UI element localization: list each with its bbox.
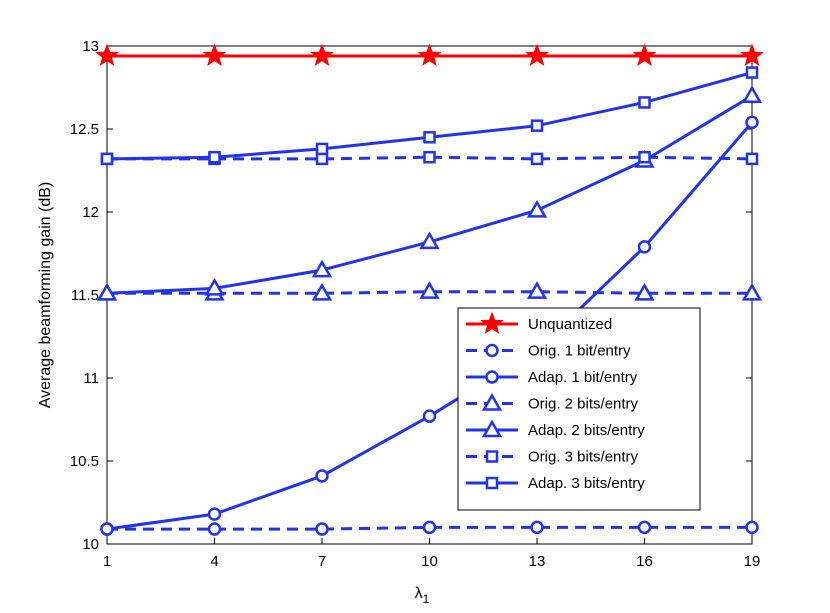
data-point-marker [530,119,544,132]
data-point-marker [96,282,118,301]
data-point-marker [637,520,652,535]
data-point-marker [419,231,440,250]
y-tick-label: 11.5 [71,287,99,304]
legend-item: Unquantized [466,311,612,335]
data-point-marker [634,282,655,301]
legend-item: Adap. 3 bits/entry [466,475,645,492]
data-point-marker [632,43,657,67]
legend-marker [481,419,503,438]
y-tick-label: 12.5 [70,121,99,138]
data-point-marker [315,152,329,166]
data-point-marker [202,43,227,67]
x-tick-label: 4 [210,553,218,570]
data-point-marker [745,520,759,535]
data-point-marker [745,66,759,79]
x-axis-label-sub: 1 [423,592,430,606]
y-tick-label: 11 [83,370,99,387]
x-tick-label: 10 [421,553,438,570]
y-tick-label: 10 [82,536,99,553]
data-point-marker [204,277,225,296]
data-point-marker [745,152,759,166]
legend-label: Orig. 3 bits/entry [528,449,639,466]
x-tick-label: 7 [318,553,326,570]
y-tick-label: 12 [82,204,99,221]
data-point-marker [208,150,221,164]
data-point-marker [95,43,119,67]
data-point-marker [423,131,436,144]
legend: Unquantized Orig. 1 bit/entry Adap. 1 bit/… [457,307,701,511]
data-point-marker [638,96,651,109]
y-tick-label: 13 [82,38,99,55]
axis-ticks: 1 4 7 10 13 16 19 10 10.5 11 11.5 12 12.5 13 [70,38,761,570]
data-point-marker [741,85,763,104]
data-point-marker [315,142,329,156]
legend-label: Orig. 2 bits/entry [528,396,639,413]
x-axis-label: λ1 [415,585,430,606]
legend-item: Orig. 2 bits/entry [466,392,639,413]
series-6 [100,66,759,166]
x-tick-label: 1 [103,553,111,570]
data-point-marker [207,522,222,536]
data-point-marker [530,152,544,166]
legend-marker [485,343,499,358]
data-point-marker [637,240,652,254]
x-tick-label: 19 [744,553,761,570]
x-tick-label: 16 [636,553,653,570]
legend-label: Adap. 1 bit/entry [528,369,638,386]
legend-marker [485,370,499,384]
data-point-marker [422,520,437,535]
data-point-marker [311,282,333,301]
data-point-marker [417,43,442,67]
legend-marker [485,476,499,490]
data-point-marker [419,281,440,299]
legend-marker [481,392,503,411]
legend-label: Unquantized [528,316,612,333]
legend-item: Adap. 2 bits/entry [466,419,645,439]
legend-label: Adap. 3 bits/entry [528,475,645,492]
data-point-marker [423,150,436,164]
data-point-marker [638,150,651,164]
legend-marker [480,311,504,335]
data-point-marker [741,282,763,301]
data-point-marker [530,520,544,535]
data-point-marker [100,522,114,536]
legend-label: Orig. 1 bit/entry [528,343,631,360]
y-tick-label: 10.5 [70,453,99,470]
x-axis-label-main: λ [415,585,423,602]
data-point-marker [745,115,759,130]
data-point-marker [315,469,329,483]
x-tick-label: 13 [529,553,546,570]
data-point-marker [100,152,114,166]
legend-item: Adap. 1 bit/entry [466,369,638,386]
data-point-marker [526,281,548,299]
data-point-marker [207,507,222,521]
data-point-marker [740,43,764,67]
series-layer [95,43,764,536]
data-point-marker [526,199,548,218]
series-2 [100,115,759,536]
legend-marker [485,450,499,463]
data-point-marker [422,409,437,423]
legend-label: Adap. 2 bits/entry [528,422,645,439]
data-point-marker [310,43,334,67]
y-axis-label: Average beamforming gain (dB) [37,182,54,409]
legend-item: Orig. 3 bits/entry [466,449,639,466]
legend-item: Orig. 1 bit/entry [466,343,631,360]
data-point-marker [315,522,329,536]
series-0 [95,43,764,67]
data-point-marker [525,43,549,67]
data-point-marker [311,259,333,278]
